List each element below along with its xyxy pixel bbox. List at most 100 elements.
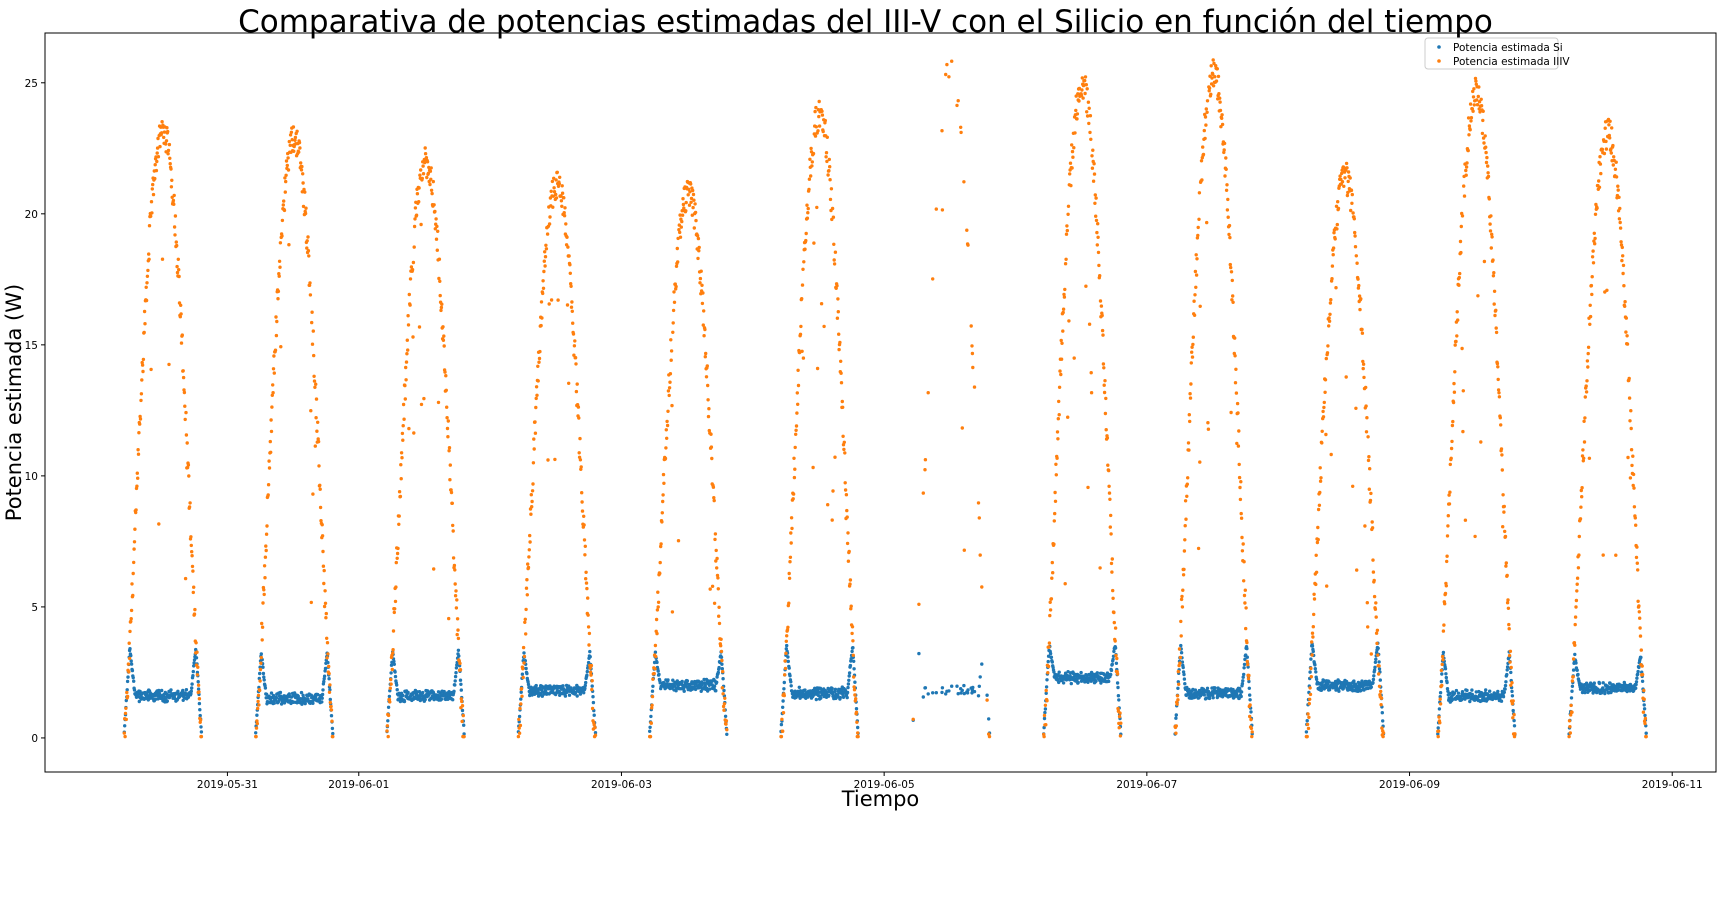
- iiiv-point: [269, 429, 274, 434]
- si-point: [781, 699, 785, 703]
- iiiv-point: [415, 192, 420, 196]
- iiiv-point: [187, 505, 192, 509]
- iiiv-point: [1345, 166, 1349, 170]
- iiiv-point: [406, 323, 411, 327]
- iiiv-point: [256, 699, 260, 704]
- iiiv-point: [815, 366, 820, 371]
- iiiv-point: [1442, 623, 1446, 627]
- iiiv-point: [140, 363, 145, 367]
- iiiv-point: [309, 409, 313, 413]
- iiiv-point: [528, 540, 532, 544]
- iiiv-point: [1630, 463, 1634, 468]
- iiiv-point: [536, 364, 540, 368]
- si-point: [1501, 695, 1506, 699]
- iiiv-point: [1499, 423, 1503, 427]
- iiiv-point: [1454, 339, 1458, 344]
- iiiv-point: [1048, 608, 1053, 612]
- iiiv-point: [1067, 319, 1071, 323]
- iiiv-point: [1452, 381, 1456, 386]
- iiiv-point: [1509, 665, 1513, 670]
- iiiv-point: [1477, 100, 1482, 104]
- iiiv-point: [283, 190, 287, 194]
- iiiv-point: [852, 685, 856, 689]
- iiiv-point: [817, 99, 821, 104]
- iiiv-point: [1182, 567, 1186, 572]
- iiiv-point: [1209, 92, 1213, 97]
- si-point: [1183, 682, 1187, 686]
- iiiv-point: [1175, 694, 1180, 698]
- iiiv-point: [668, 380, 672, 384]
- si-point: [593, 731, 598, 735]
- iiiv-point: [802, 260, 806, 264]
- iiiv-point: [134, 510, 138, 515]
- iiiv-point: [1309, 666, 1313, 671]
- iiiv-point: [1105, 436, 1110, 440]
- iiiv-point: [845, 508, 849, 513]
- iiiv-point: [845, 515, 849, 519]
- iiiv-point: [324, 611, 328, 616]
- si-point: [715, 675, 719, 679]
- si-point: [263, 686, 268, 690]
- iiiv-point: [435, 224, 439, 229]
- iiiv-point: [308, 293, 313, 297]
- si-point: [1372, 674, 1376, 678]
- si-point: [316, 692, 320, 697]
- iiiv-point: [1112, 610, 1116, 615]
- iiiv-point: [293, 138, 297, 142]
- iiiv-point: [1460, 346, 1464, 351]
- si-point: [578, 692, 583, 696]
- iiiv-point: [531, 482, 535, 486]
- si-point: [129, 653, 133, 658]
- iiiv-point: [442, 334, 446, 338]
- iiiv-point: [177, 274, 181, 279]
- iiiv-point: [1471, 89, 1475, 94]
- iiiv-point: [1177, 682, 1181, 686]
- iiiv-point: [441, 338, 446, 342]
- iiiv-point: [807, 187, 811, 192]
- iiiv-point: [517, 717, 521, 722]
- si-point: [169, 688, 173, 692]
- iiiv-point: [444, 388, 448, 392]
- iiiv-point: [521, 645, 526, 650]
- iiiv-point: [1320, 429, 1324, 433]
- si-point: [1247, 679, 1251, 684]
- iiiv-point: [699, 269, 703, 273]
- iiiv-point: [1325, 584, 1329, 588]
- iiiv-point: [1579, 505, 1583, 509]
- iiiv-point: [1371, 558, 1375, 562]
- iiiv-point: [1063, 582, 1067, 586]
- iiiv-point: [1511, 716, 1515, 720]
- iiiv-point: [1620, 245, 1625, 250]
- iiiv-point: [145, 274, 150, 278]
- si-point: [271, 693, 276, 698]
- iiiv-point: [1224, 167, 1228, 171]
- si-point: [1305, 719, 1309, 723]
- iiiv-point: [1488, 222, 1492, 226]
- iiiv-point: [677, 228, 681, 232]
- iiiv-point: [1226, 215, 1230, 219]
- iiiv-point: [130, 582, 134, 586]
- iiiv-point: [831, 489, 835, 493]
- iiiv-point: [1340, 171, 1344, 176]
- iiiv-point: [1355, 261, 1359, 265]
- si-point: [460, 708, 465, 713]
- iiiv-point: [423, 160, 427, 165]
- iiiv-point: [1328, 312, 1332, 316]
- iiiv-point: [123, 711, 128, 716]
- x-tick-label: 2019-06-09: [1379, 779, 1440, 791]
- iiiv-point: [1446, 514, 1451, 518]
- iiiv-point: [460, 704, 465, 708]
- iiiv-point: [518, 723, 523, 728]
- si-point: [1099, 681, 1103, 685]
- iiiv-point: [1044, 688, 1048, 693]
- iiiv-point: [549, 298, 554, 302]
- iiiv-point: [256, 706, 260, 711]
- iiiv-point: [1572, 641, 1577, 645]
- si-point: [789, 680, 793, 684]
- iiiv-point: [417, 200, 421, 204]
- iiiv-point: [1318, 490, 1322, 495]
- iiiv-point: [1183, 524, 1187, 528]
- iiiv-point: [965, 228, 969, 232]
- iiiv-point: [541, 291, 545, 296]
- iiiv-point: [1348, 176, 1352, 180]
